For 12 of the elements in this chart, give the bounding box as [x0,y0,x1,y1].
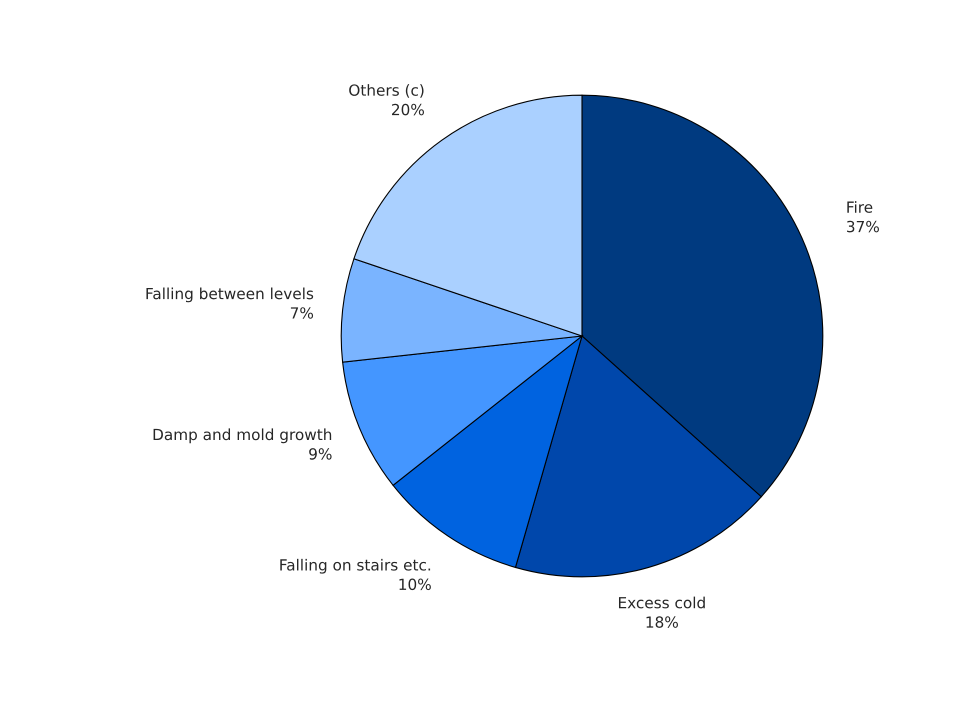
slice-label: Damp and mold growth [154,428,332,444]
data-label: 18% [646,616,678,628]
data-label: 37% [847,220,879,232]
data-label: 10% [399,578,431,590]
slice-label: Excess cold [618,596,705,608]
slice-label: Others (c) [349,84,424,98]
slice-label: Fire [847,201,872,213]
slice-label: Falling on stairs etc. [280,558,430,574]
slice-label: Falling between levels [146,287,314,302]
data-label: 20% [392,104,424,116]
data-label: 9% [309,448,332,460]
data-label: 7% [290,307,314,319]
